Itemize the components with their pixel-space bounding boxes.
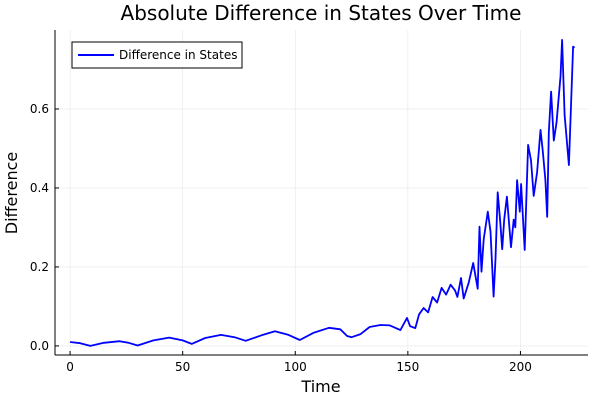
y-tick-label: 0.4 (30, 181, 49, 195)
y-tick-label: 0.0 (30, 339, 49, 353)
x-tick-label: 150 (396, 360, 419, 374)
legend-label: Difference in States (119, 48, 237, 62)
legend: Difference in States (71, 41, 243, 69)
x-tick-label: 200 (509, 360, 532, 374)
plot-area (69, 39, 576, 347)
x-tick-label: 100 (284, 360, 307, 374)
grid (55, 30, 588, 355)
series-line (69, 39, 576, 347)
x-tick-label: 0 (66, 360, 74, 374)
tick-labels: 0 50 100 150 200 0.0 0.2 0.4 0.6 (30, 102, 532, 374)
y-axis-label: Difference (2, 152, 21, 234)
legend-box (71, 41, 243, 69)
y-tick-label: 0.6 (30, 102, 49, 116)
x-axis-label: Time (300, 377, 340, 396)
chart-title: Absolute Difference in States Over Time (121, 1, 522, 25)
y-tick-label: 0.2 (30, 260, 49, 274)
x-tick-label: 50 (175, 360, 190, 374)
axes (54, 30, 588, 356)
